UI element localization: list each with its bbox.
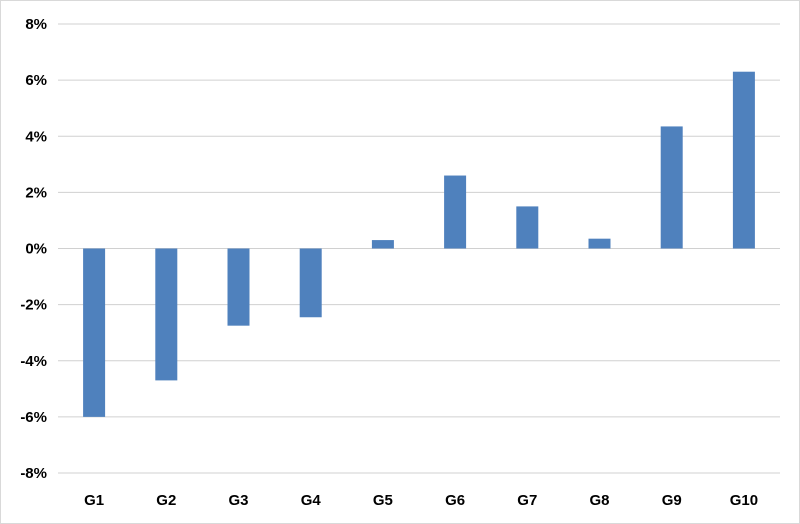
y-tick-label: -8% [20,465,47,482]
bar-g10 [732,71,755,249]
x-tick-label: G1 [84,492,104,509]
gridlines [58,23,780,474]
bar-g8 [588,238,611,249]
bar-g6 [444,175,467,249]
bar-g3 [227,248,250,326]
x-tick-label: G6 [445,492,465,509]
x-tick-label: G3 [228,492,248,509]
y-tick-label: -4% [20,353,47,370]
x-tick-label: G10 [730,492,758,509]
y-axis-ticks: 8% 6% 4% 2% 0% -2% -4% -6% -8% [20,16,47,482]
bars [83,71,755,417]
bar-g7 [516,206,539,249]
y-tick-label: 8% [25,16,47,33]
y-tick-label: -6% [20,409,47,426]
x-tick-label: G2 [156,492,176,509]
x-tick-label: G4 [301,492,322,509]
x-tick-label: G5 [373,492,393,509]
bar-g5 [371,240,394,249]
bar-g9 [660,126,683,249]
x-axis-ticks: G1 G2 G3 G4 G5 G6 G7 G8 G9 G10 [84,492,758,509]
x-tick-label: G9 [662,492,682,509]
y-tick-label: 6% [25,72,47,89]
y-tick-label: -2% [20,297,47,314]
bar-g4 [299,248,322,318]
y-tick-label: 2% [25,184,47,201]
x-tick-label: G7 [517,492,537,509]
bar-g2 [155,248,178,381]
y-tick-label: 0% [25,241,47,258]
x-tick-label: G8 [589,492,609,509]
bar-g1 [83,248,106,417]
y-tick-label: 4% [25,128,47,145]
